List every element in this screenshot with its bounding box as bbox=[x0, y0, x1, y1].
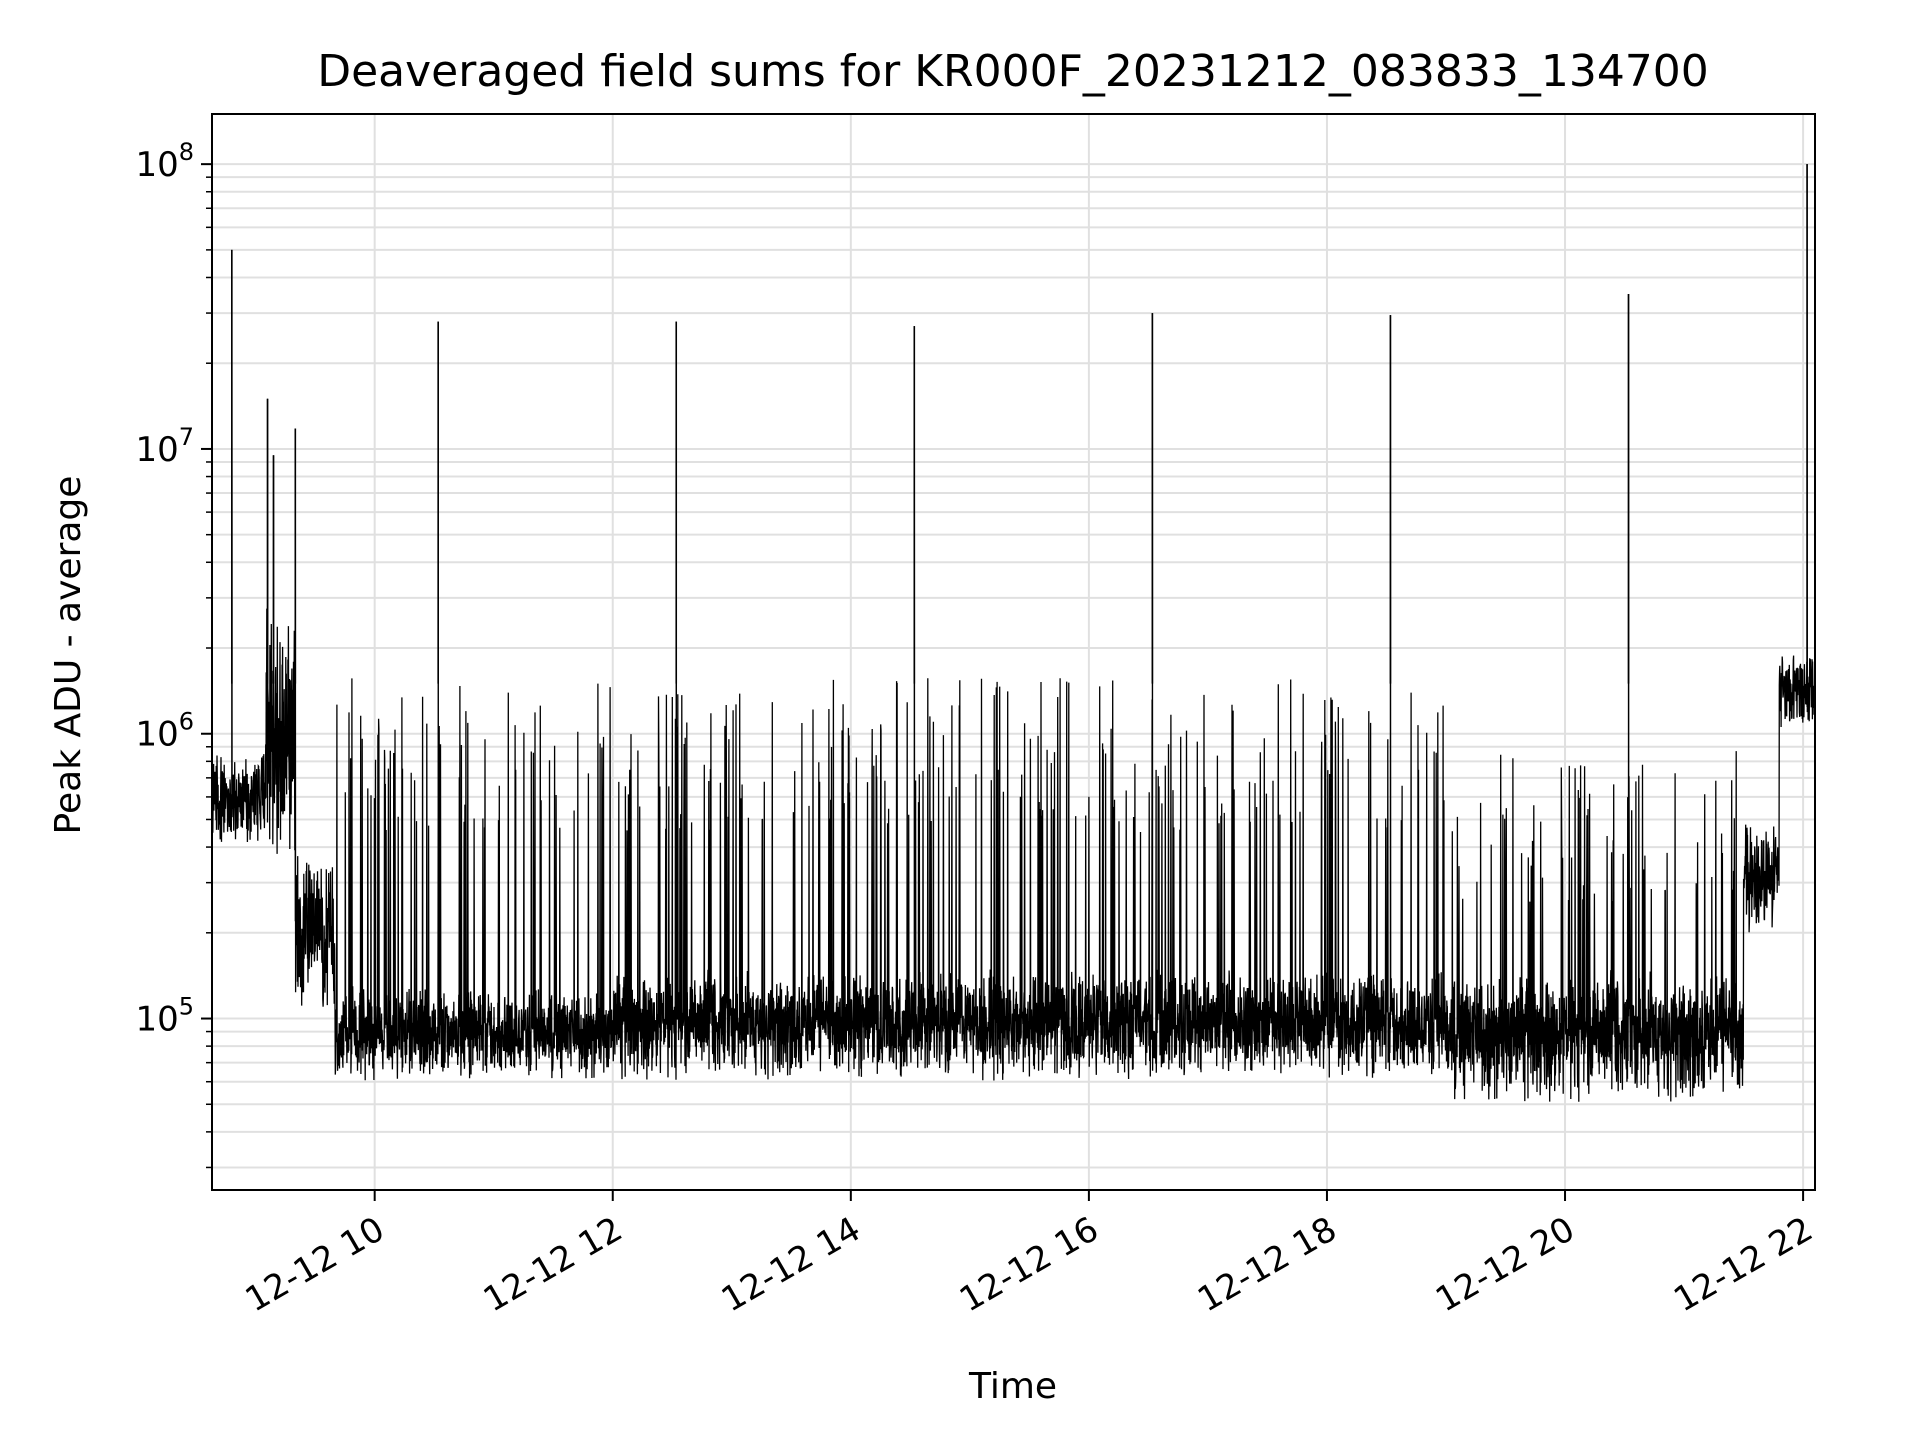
plot-frame bbox=[211, 113, 1816, 1191]
x-tick-label: 12-12 16 bbox=[953, 1209, 1105, 1320]
y-tick-label-base: 10 bbox=[135, 1000, 178, 1040]
y-tick-label-exponent: 5 bbox=[179, 993, 194, 1021]
series-line bbox=[211, 164, 1816, 1102]
y-tick-label-exponent: 7 bbox=[179, 423, 194, 451]
y-tick-label-exponent: 8 bbox=[179, 138, 194, 166]
x-axis-label: Time bbox=[968, 1366, 1057, 1407]
y-tick-label: 108 bbox=[135, 138, 194, 185]
y-tick-label-base: 10 bbox=[135, 145, 178, 185]
y-tick-label-base: 10 bbox=[135, 430, 178, 470]
data-line bbox=[211, 164, 1816, 1102]
chart-title: Deaveraged field sums for KR000F_2023121… bbox=[317, 46, 1709, 97]
y-tick-label-base: 10 bbox=[135, 715, 178, 755]
y-tick-label: 107 bbox=[135, 423, 194, 470]
x-tick-label: 12-12 12 bbox=[477, 1209, 629, 1320]
x-tick-label: 12-12 20 bbox=[1429, 1209, 1581, 1320]
y-axis-label: Peak ADU - average bbox=[48, 476, 89, 835]
x-tick-label: 12-12 22 bbox=[1667, 1209, 1819, 1320]
y-tick-label: 105 bbox=[135, 993, 194, 1040]
x-tick-label: 12-12 10 bbox=[239, 1209, 391, 1320]
y-tick-label: 106 bbox=[135, 708, 194, 755]
x-tick-label: 12-12 14 bbox=[715, 1209, 867, 1320]
y-tick-label-exponent: 6 bbox=[179, 708, 194, 736]
x-tick-label: 12-12 18 bbox=[1191, 1209, 1343, 1320]
